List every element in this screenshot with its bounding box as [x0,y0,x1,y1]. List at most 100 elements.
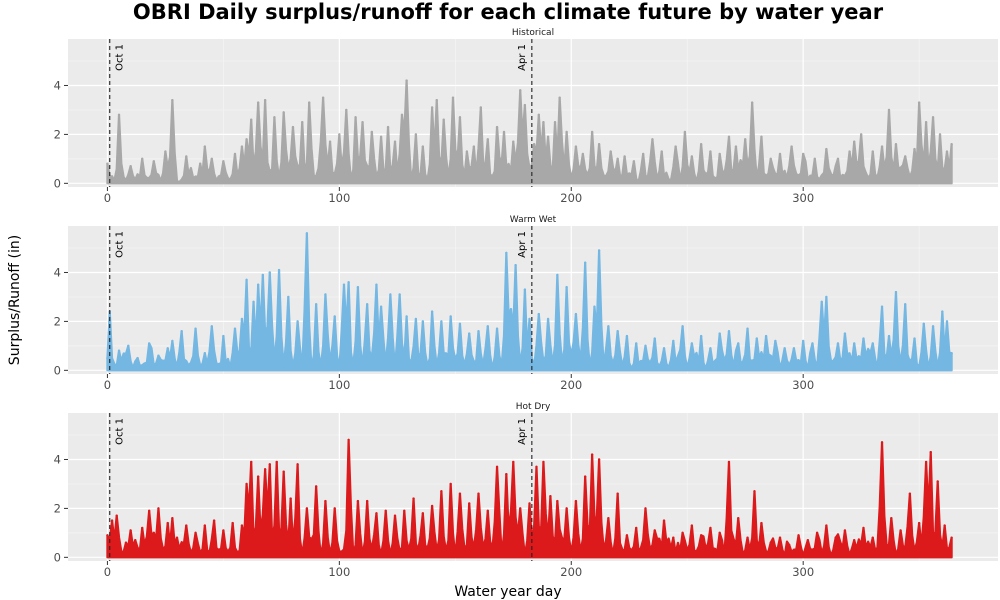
data-point [289,497,292,500]
data-point [825,147,828,151]
data-point [924,460,928,464]
data-point [537,312,540,316]
data-point [653,337,656,340]
data-point [386,125,390,129]
data-point [393,514,397,517]
data-point [403,509,406,513]
data-point [115,514,118,517]
data-point [147,342,151,345]
data-point [273,116,276,119]
data-point [887,108,891,112]
data-point [950,352,953,355]
data-point [737,516,740,520]
data-point [913,147,916,151]
data-point [535,465,538,469]
data-point [593,305,596,308]
data-point [938,133,942,136]
data-point [769,157,772,161]
y-tick-label: 4 [54,78,61,92]
data-point [792,347,796,350]
data-point [672,536,675,539]
data-point [449,315,452,318]
data-point [314,303,318,306]
data-point [880,305,884,308]
x-tick-label: 0 [104,378,111,392]
data-point [853,140,856,143]
data-point [212,519,216,522]
data-point [324,499,327,503]
data-point [836,342,840,345]
y-tick-label: 0 [54,176,61,190]
data-point [277,268,281,272]
data-point [449,482,452,486]
data-point [263,98,267,102]
data-point [238,167,241,170]
y-tick-label: 2 [54,127,61,141]
data-point [811,342,814,345]
data-point [778,536,782,539]
data-point [523,103,527,107]
y-tick-label: 4 [54,452,61,466]
data-point [250,118,253,121]
data-point [750,101,754,104]
data-point [660,150,663,153]
data-point [414,317,418,321]
data-point [806,539,810,542]
data-point [365,499,369,503]
data-point [931,116,935,119]
data-point [245,278,248,282]
data-point [607,325,610,328]
data-point [641,152,645,156]
data-point [152,531,156,535]
data-point [256,283,260,286]
data-point [843,529,847,532]
data-point [880,441,884,444]
data-point [180,329,183,333]
data-point [256,475,260,478]
data-point [950,142,953,146]
data-point [788,543,791,547]
y-tick-label: 2 [54,501,61,515]
data-point [904,303,907,306]
data-point [616,157,619,161]
panel-hot-dry: Oct 1 Apr 1 Hot Dry 0 2 4 0 100 200 300 [54,402,998,579]
data-point [307,101,311,104]
data-point [233,327,237,330]
data-point [389,293,392,296]
data-point [764,334,768,338]
data-point [653,529,656,532]
data-point [644,344,647,348]
data-point [275,460,278,464]
data-point [203,352,207,355]
data-point [472,145,476,148]
data-point [338,133,341,136]
data-point [412,497,415,500]
data-point [465,150,469,153]
data-point [365,303,369,306]
data-point [556,499,559,503]
data-point [813,157,816,161]
data-point [233,152,237,156]
data-point [597,458,601,461]
area-series-warm-wet [106,232,953,372]
data-point [783,347,786,350]
data-point [468,502,471,505]
x-tick-label: 100 [328,565,350,579]
data-point [623,155,626,158]
data-point [943,524,946,527]
data-point [486,325,489,328]
data-point [296,463,299,466]
data-point [268,463,271,466]
data-point [931,325,935,328]
data-point [574,145,578,148]
x-axis-title: Water year day [454,584,561,600]
data-point [210,157,213,161]
data-point [760,521,763,525]
data-point [117,349,121,352]
data-point [222,529,225,532]
data-point [778,152,782,156]
data-point [797,534,800,537]
data-point [848,150,851,153]
data-point [651,138,654,141]
data-point [442,118,445,121]
